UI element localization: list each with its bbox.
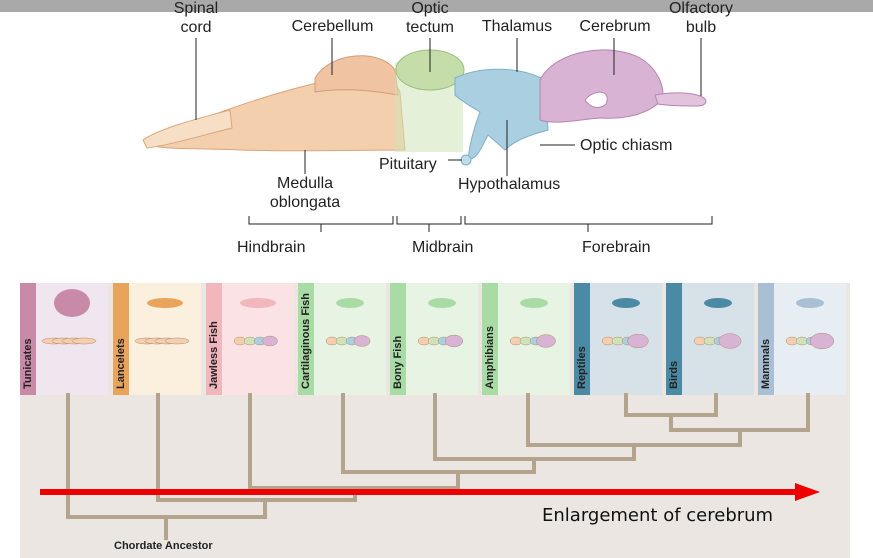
label-medulla-oblongata: Medulla oblongata (269, 175, 341, 211)
taxon-illustration-area (590, 283, 662, 395)
taxon-stripe: Mammals (758, 283, 774, 395)
animal-and-brain-icon (134, 298, 190, 345)
taxon-stripe: Birds (666, 283, 682, 395)
animal-and-brain-icon (233, 298, 278, 347)
label-hindbrain: Hindbrain (237, 239, 306, 256)
taxon-illustration-area (314, 283, 386, 395)
root-label: Chordate Ancestor (114, 540, 213, 552)
taxon-panel: Birds (666, 283, 754, 395)
taxon-stripe: Lancelets (113, 283, 129, 395)
label-midbrain: Midbrain (412, 239, 474, 256)
label-olfactory-bulb: Olfactory bulb (668, 0, 733, 36)
label-thalamus: Thalamus (481, 18, 553, 35)
animal-and-brain-icon (601, 298, 649, 349)
taxon-stripe: Jawless Fish (206, 283, 222, 395)
taxon-panel: Jawless Fish (206, 283, 294, 395)
taxon-stripe: Cartilaginous Fish (298, 283, 314, 395)
taxon-illustration-area (129, 283, 201, 395)
label-optic-chiasm: Optic chiasm (580, 137, 673, 154)
taxon-illustration-area (682, 283, 754, 395)
label-pituitary: Pituitary (379, 156, 437, 173)
animal-and-brain-icon (41, 289, 97, 345)
taxon-panel: Amphibians (482, 283, 570, 395)
label-forebrain: Forebrain (582, 239, 651, 256)
arrow-label: Enlargement of cerebrum (542, 505, 774, 526)
label-spinal-cord: Spinal cord (173, 0, 219, 36)
thalamus-shape (454, 68, 549, 161)
taxon-illustration-area (222, 283, 294, 395)
olfactory-bulb-shape (654, 92, 707, 107)
label-cerebrum: Cerebrum (579, 18, 651, 35)
lateral-ventricle (584, 91, 608, 108)
label-hypothalamus: Hypothalamus (458, 176, 561, 193)
animal-and-brain-icon (693, 298, 742, 349)
arrow-head (795, 483, 820, 501)
spinal-cord-shape (142, 109, 233, 149)
taxon-stripe: Tunicates (20, 283, 36, 395)
animal-and-brain-icon (509, 298, 556, 348)
taxon-illustration-area (774, 283, 846, 395)
animal-and-brain-icon (325, 298, 371, 347)
taxon-illustration-area (36, 283, 108, 395)
top-bar (0, 0, 873, 12)
taxon-stripe: Bony Fish (390, 283, 406, 395)
label-optic-tectum: Optic tectum (405, 0, 454, 36)
brain-diagram (142, 38, 713, 232)
taxon-panel: Reptiles (574, 283, 662, 395)
animal-and-brain-icon (785, 298, 835, 350)
taxon-panel: Bony Fish (390, 283, 478, 395)
taxon-panel: Mammals (758, 283, 846, 395)
taxon-panel: Tunicates (20, 283, 108, 395)
taxon-panel: Lancelets (113, 283, 201, 395)
taxon-stripe: Amphibians (482, 283, 498, 395)
taxon-illustration-area (498, 283, 570, 395)
taxon-stripe: Reptiles (574, 283, 590, 395)
label-cerebellum: Cerebellum (291, 18, 374, 35)
taxon-panel: Cartilaginous Fish (298, 283, 386, 395)
taxon-illustration-area (406, 283, 478, 395)
animal-and-brain-icon (417, 298, 464, 348)
